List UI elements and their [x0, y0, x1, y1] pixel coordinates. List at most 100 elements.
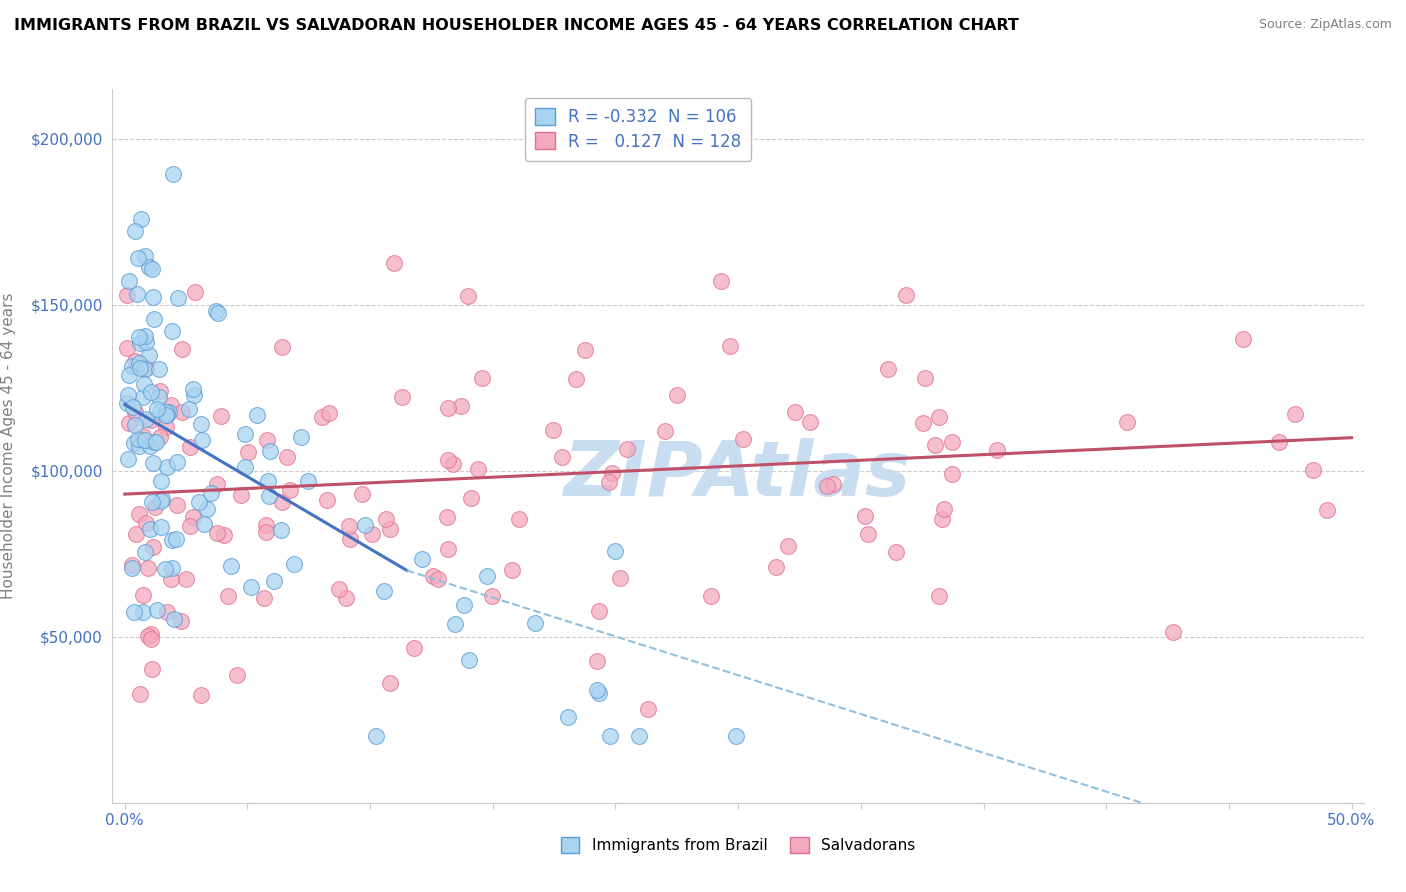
Point — [138, 629, 160, 643]
Point — [118, 416, 141, 430]
Point — [157, 405, 180, 419]
Point — [481, 589, 503, 603]
Point — [311, 410, 333, 425]
Point — [134, 433, 156, 447]
Point — [339, 532, 361, 546]
Point — [155, 420, 177, 434]
Point — [142, 290, 165, 304]
Point — [132, 605, 155, 619]
Point — [121, 359, 143, 374]
Point — [335, 591, 357, 606]
Point — [731, 432, 754, 446]
Point — [318, 406, 340, 420]
Point — [986, 443, 1008, 458]
Point — [437, 401, 460, 415]
Point — [139, 439, 162, 453]
Point — [219, 558, 242, 573]
Point — [373, 583, 395, 598]
Point — [257, 474, 280, 488]
Point — [375, 512, 398, 526]
Point — [207, 525, 229, 540]
Point — [209, 409, 232, 423]
Point — [141, 413, 163, 427]
Point — [700, 589, 723, 603]
Point — [588, 686, 610, 700]
Point — [256, 433, 278, 447]
Point — [436, 510, 458, 524]
Point — [894, 288, 917, 302]
Point — [190, 433, 212, 447]
Point — [207, 476, 229, 491]
Point — [226, 668, 249, 682]
Point — [270, 524, 292, 538]
Point — [524, 616, 547, 631]
Point — [129, 212, 152, 227]
Point — [328, 582, 350, 596]
Point — [246, 408, 269, 422]
Point — [181, 382, 204, 396]
Point — [233, 459, 256, 474]
Point — [928, 409, 950, 424]
Point — [441, 457, 464, 471]
Point — [588, 604, 610, 618]
Point — [190, 417, 212, 431]
Point — [231, 488, 253, 502]
Point — [165, 532, 187, 546]
Point — [599, 730, 621, 744]
Point — [815, 478, 838, 492]
Point — [124, 353, 146, 368]
Point — [179, 401, 201, 416]
Point — [148, 390, 170, 404]
Point — [402, 640, 425, 655]
Point — [124, 224, 146, 238]
Point — [115, 287, 138, 301]
Point — [146, 603, 169, 617]
Point — [138, 348, 160, 362]
Point — [155, 405, 177, 419]
Point — [924, 438, 946, 452]
Point — [128, 439, 150, 453]
Point — [179, 518, 201, 533]
Point — [259, 444, 281, 458]
Point — [283, 557, 305, 571]
Point — [1316, 502, 1339, 516]
Point — [181, 510, 204, 524]
Point — [134, 249, 156, 263]
Point — [240, 580, 263, 594]
Point — [354, 517, 377, 532]
Point — [115, 395, 138, 409]
Point — [156, 460, 179, 475]
Point — [141, 627, 163, 641]
Point — [190, 688, 212, 702]
Point — [134, 362, 156, 376]
Point — [159, 572, 181, 586]
Point — [193, 517, 215, 532]
Point — [122, 436, 145, 450]
Point — [135, 412, 157, 426]
Point — [477, 569, 499, 583]
Point — [823, 477, 845, 491]
Point — [160, 324, 183, 338]
Point — [725, 730, 748, 744]
Point — [1116, 415, 1139, 429]
Point — [856, 526, 879, 541]
Point — [124, 417, 146, 432]
Point — [508, 512, 530, 526]
Point — [931, 512, 953, 526]
Point — [609, 571, 631, 585]
Point — [911, 416, 934, 430]
Point — [195, 501, 218, 516]
Point — [150, 474, 173, 488]
Point — [460, 491, 482, 505]
Point — [146, 402, 169, 417]
Point — [129, 361, 152, 376]
Point — [166, 455, 188, 469]
Point — [557, 710, 579, 724]
Point — [143, 500, 166, 514]
Point — [877, 361, 900, 376]
Point — [585, 654, 607, 668]
Point — [637, 702, 659, 716]
Point — [437, 542, 460, 557]
Point — [361, 526, 384, 541]
Point — [271, 340, 294, 354]
